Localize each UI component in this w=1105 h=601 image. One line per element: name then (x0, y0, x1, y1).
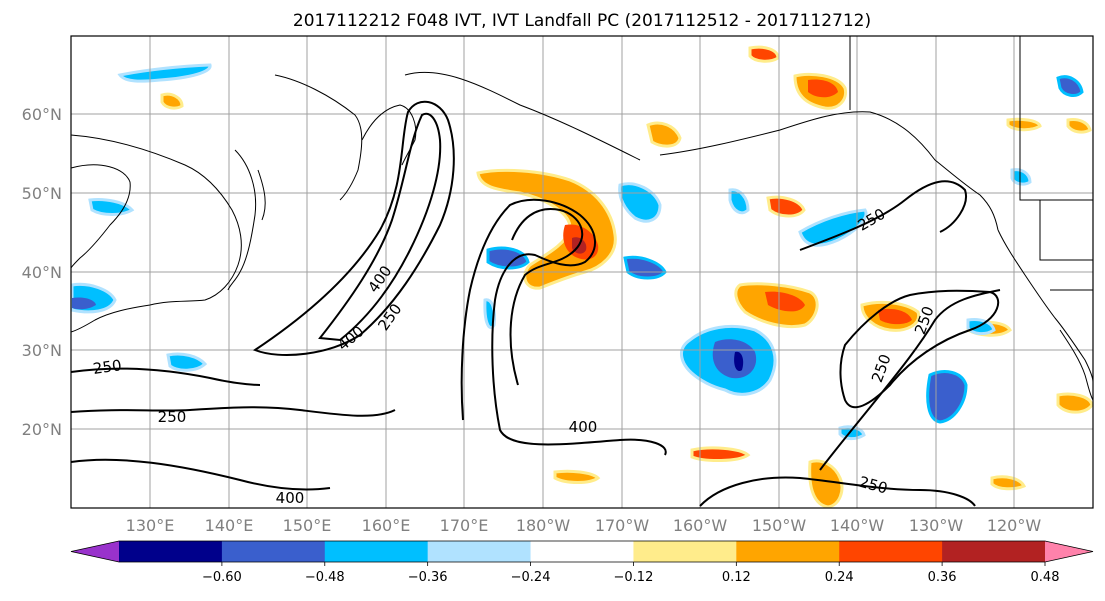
colorbar-swatches (70, 540, 1094, 563)
colorbar-tick-label: 0.48 (1031, 570, 1060, 585)
pc-positive-region (808, 459, 844, 509)
lon-label: 140°E (205, 516, 254, 535)
contour-label: 250 (92, 356, 123, 378)
pc-positive-region (1066, 118, 1092, 134)
pc-negative-region (486, 246, 530, 270)
latitude-labels: 60°N 50°N 40°N 30°N 20°N (22, 105, 62, 439)
pc-negative-region (926, 370, 968, 424)
lon-label: 180°W (516, 516, 571, 535)
map-panel: 400 250 400 250 250 400 400 250 250 250 … (70, 35, 1094, 509)
lon-label: 150°W (752, 516, 807, 535)
lat-label: 30°N (22, 341, 62, 360)
colorbar-ticks: −0.60 −0.48 −0.36 −0.24 −0.12 0.12 0.24 0.36 0.4… (202, 562, 1060, 585)
pc-positive-region (690, 446, 751, 462)
colorbar-outline (70, 540, 1094, 563)
pc-negative-strong (72, 297, 96, 310)
pc-negative-region (728, 188, 750, 215)
colorbar-tick-label: 0.12 (722, 570, 751, 585)
pc-positive-region (553, 469, 601, 484)
colorbar-swatch (324, 541, 429, 562)
colorbar-swatch (1045, 541, 1093, 562)
colorbar-swatch (71, 541, 119, 562)
lon-label: 130°W (909, 516, 964, 535)
pc-positive-region (1056, 392, 1094, 414)
figure-title: 2017112212 F048 IVT, IVT Landfall PC (20… (293, 11, 871, 31)
colorbar: −0.60 −0.48 −0.36 −0.24 −0.12 0.12 0.24 0.36 0.4… (70, 540, 1094, 585)
ivt-contours (70, 100, 1001, 507)
contour-label: 250 (158, 408, 187, 426)
colorbar-swatch (942, 541, 1046, 562)
map-gridlines (71, 36, 1093, 508)
lat-label: 20°N (22, 420, 62, 439)
pc-strong-region (808, 79, 838, 98)
lon-label: 130°E (126, 516, 175, 535)
colorbar-swatch (736, 541, 840, 562)
contour-label: 400 (276, 489, 305, 507)
colorbar-tick-label: 0.36 (928, 570, 957, 585)
longitude-labels: 130°E 140°E 150°E 160°E 170°E 180°W 170°… (126, 516, 1042, 535)
coastlines (70, 36, 1094, 401)
colorbar-swatch (427, 541, 532, 562)
contour-label: 400 (569, 418, 598, 436)
colorbar-swatch (633, 541, 737, 562)
map-frame (70, 35, 1094, 509)
lon-label: 170°W (595, 516, 650, 535)
pc-positive-region (1006, 117, 1042, 132)
lon-label: 120°W (987, 516, 1042, 535)
pc-positive-region (990, 475, 1027, 491)
pc-negative-peak (734, 351, 744, 372)
colorbar-swatch (119, 541, 223, 562)
pc-positive-region (646, 121, 682, 148)
pc-negative-region (966, 318, 996, 336)
pc-strong-region (878, 308, 912, 325)
lon-label: 160°W (673, 516, 728, 535)
pc-strong-region (765, 291, 805, 312)
lon-label: 140°W (830, 516, 885, 535)
colorbar-tick-label: −0.60 (202, 570, 242, 585)
pc-negative-region (166, 352, 208, 372)
colorbar-tick-label: −0.36 (408, 570, 448, 585)
lon-label: 170°E (440, 516, 489, 535)
lat-label: 60°N (22, 105, 62, 124)
colorbar-tick-label: −0.24 (511, 570, 551, 585)
pc-positive-region (160, 92, 184, 110)
pc-positive-region (748, 45, 780, 63)
pc-positive-region (766, 195, 806, 218)
lat-label: 40°N (22, 263, 62, 282)
colorbar-tick-label: −0.48 (305, 570, 345, 585)
lon-label: 150°E (283, 516, 332, 535)
colorbar-swatch (839, 541, 943, 562)
colorbar-swatch (221, 541, 326, 562)
lat-label: 50°N (22, 184, 62, 203)
pc-negative-region (1056, 75, 1084, 97)
pc-negative-region (117, 63, 212, 83)
colorbar-tick-label: 0.24 (825, 570, 854, 585)
lon-label: 160°E (362, 516, 411, 535)
colorbar-tick-label: −0.12 (614, 570, 654, 585)
colorbar-swatch (530, 541, 634, 562)
